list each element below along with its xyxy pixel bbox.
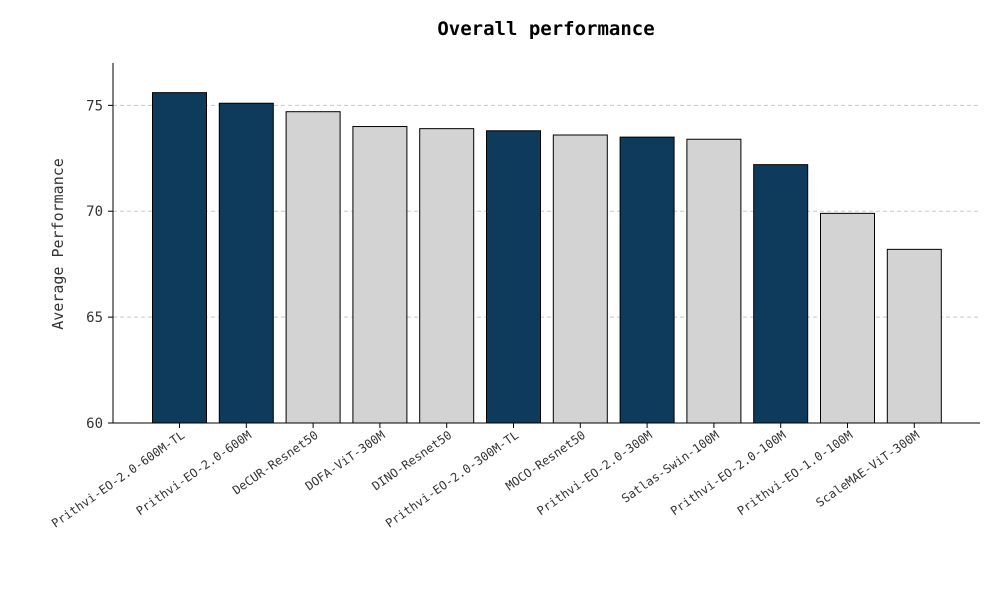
bar <box>486 130 541 424</box>
bar <box>552 134 608 424</box>
bar <box>285 111 341 424</box>
y-tick-label: 60 <box>86 416 103 432</box>
x-tick-label: Prithvi-EO-2.0-600M-TL <box>49 428 187 531</box>
y-tick-label: 75 <box>86 98 103 114</box>
x-tick-label: Prithvi-EO-1.0-100M <box>735 428 855 518</box>
bar <box>352 126 408 424</box>
y-tick-label: 70 <box>86 204 103 220</box>
x-ticks: Prithvi-EO-2.0-600M-TLPrithvi-EO-2.0-600… <box>49 423 922 531</box>
bars <box>152 92 942 424</box>
y-axis-label: Average Performance <box>49 158 67 330</box>
x-tick-label: Prithvi-EO-2.0-300M <box>534 428 654 518</box>
x-tick-label: Prithvi-EO-2.0-100M <box>668 428 788 518</box>
chart-title: Overall performance <box>437 18 654 40</box>
x-tick-label: Prithvi-EO-2.0-300M-TL <box>383 428 521 531</box>
bar <box>686 138 742 424</box>
bar <box>419 128 475 424</box>
bar <box>886 248 942 424</box>
bar <box>619 136 675 424</box>
bar <box>218 102 274 424</box>
bar <box>152 92 207 424</box>
bar <box>753 164 809 424</box>
y-ticks: 60 65 70 75 <box>86 98 113 432</box>
y-tick-label: 65 <box>86 310 103 326</box>
bar <box>820 212 875 424</box>
x-tick-label: Prithvi-EO-2.0-600M <box>134 428 254 518</box>
